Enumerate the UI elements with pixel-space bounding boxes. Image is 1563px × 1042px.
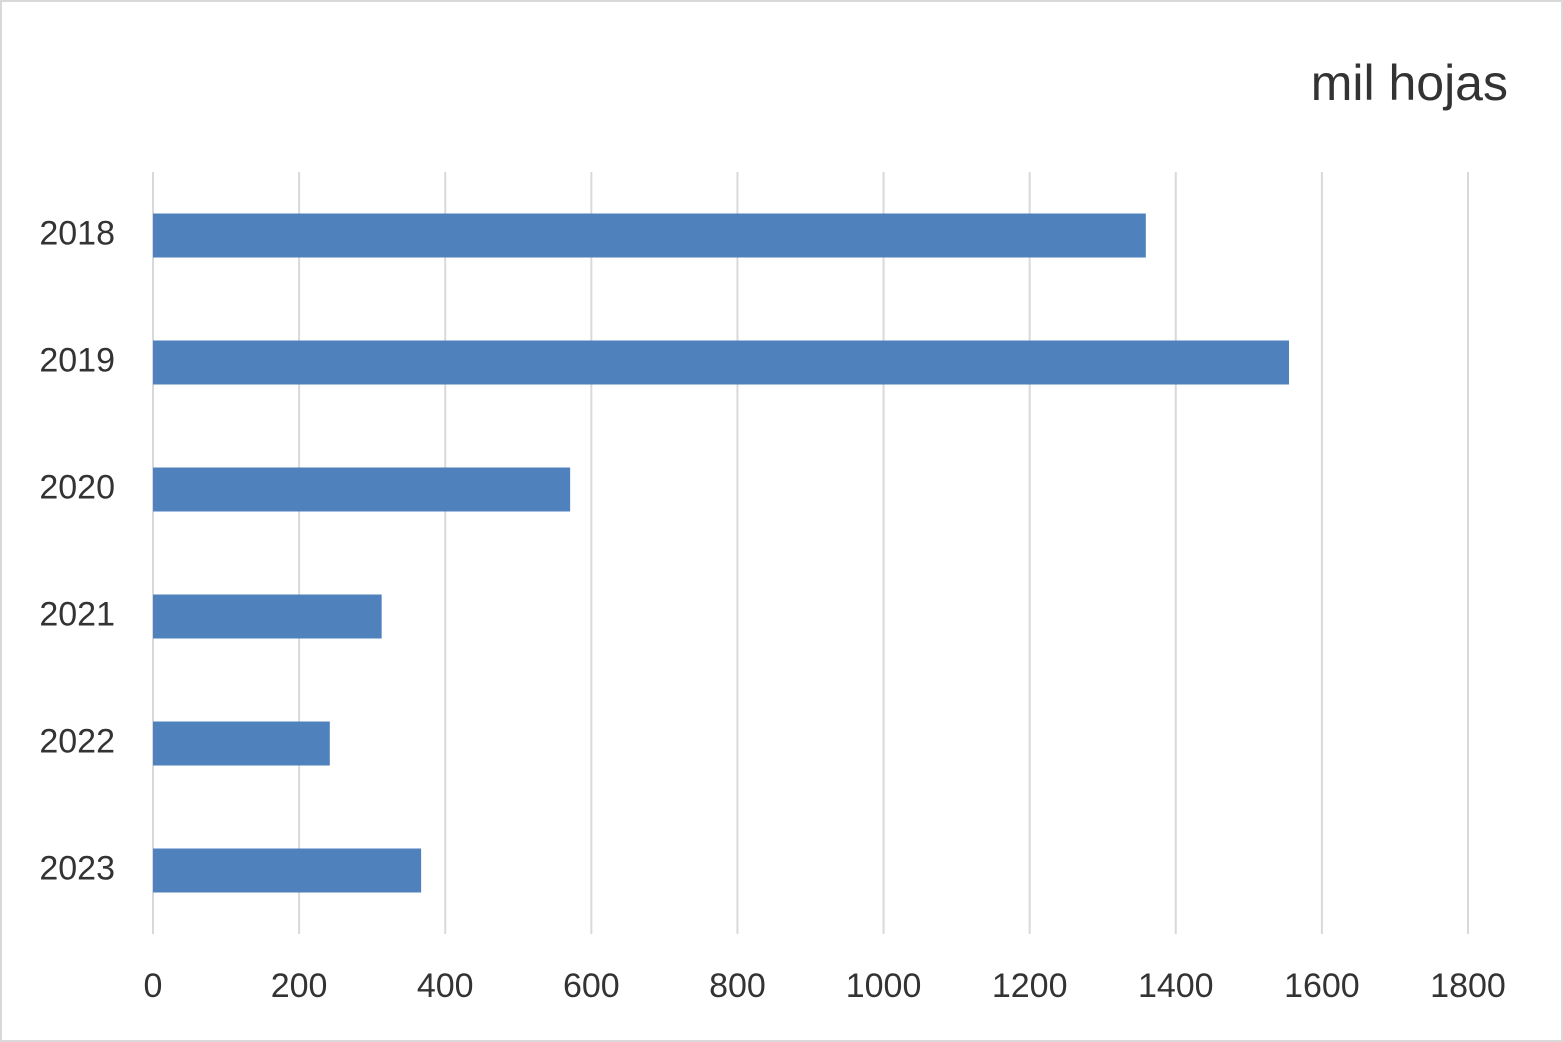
x-tick-label: 1600 [1284,967,1360,1005]
x-tick-label: 200 [271,967,328,1005]
bar [153,213,1146,258]
x-tick-label: 1400 [1138,967,1214,1005]
x-tick-label: 600 [563,967,620,1005]
bar [153,721,330,766]
y-tick-label: 2019 [39,341,115,379]
bar [153,848,422,893]
y-tick-label: 2022 [39,722,115,760]
x-tick-label: 400 [417,967,474,1005]
chart-title: mil hojas [1311,55,1508,111]
x-tick-label: 0 [144,967,163,1005]
x-tick-label: 1200 [992,967,1068,1005]
x-tick-label: 1800 [1430,967,1506,1005]
y-tick-label: 2021 [39,595,115,633]
bar [153,594,382,639]
y-tick-label: 2018 [39,214,115,252]
x-tick-label: 1000 [846,967,922,1005]
x-tick-label: 800 [709,967,766,1005]
y-tick-label: 2023 [39,849,115,887]
bar [153,467,571,512]
y-tick-label: 2020 [39,468,115,506]
bar [153,340,1290,385]
